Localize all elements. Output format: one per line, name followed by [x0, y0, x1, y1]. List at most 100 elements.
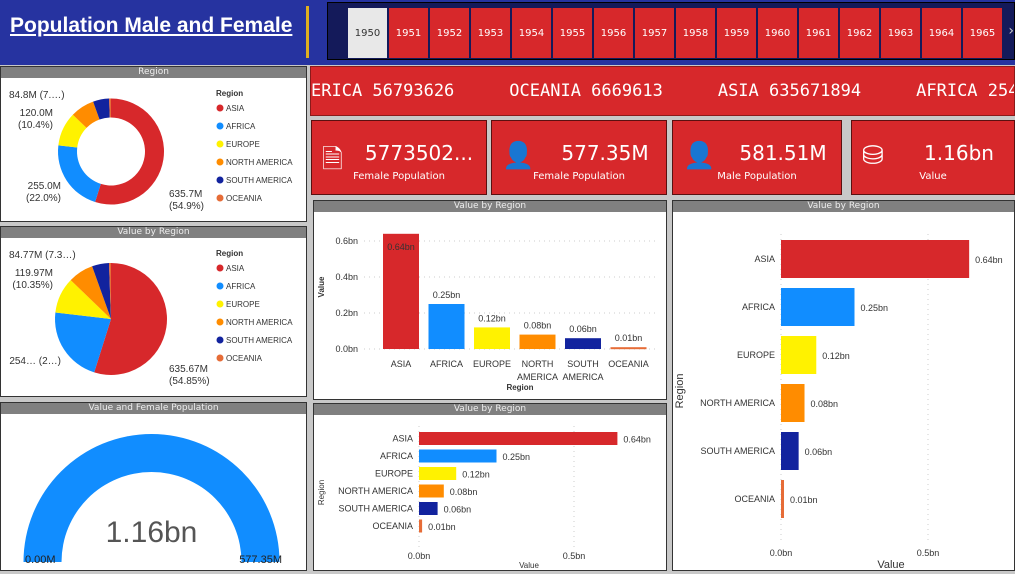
year-1956[interactable]: 1956	[594, 8, 634, 58]
bar[interactable]	[428, 304, 465, 349]
bar[interactable]	[383, 233, 419, 349]
legend-marker	[216, 318, 224, 326]
kpi-label: Male Population	[717, 171, 797, 182]
person-icon: 👤	[502, 141, 535, 171]
year-1964[interactable]: 1964	[922, 8, 962, 58]
y-tick: ASIA	[392, 434, 413, 444]
chart-svg: 0.0bn 0.5bn ASIA 0.64bn AFRICA 0.25bn EUROPE 0.…	[674, 234, 1003, 571]
data-label: 0.06bn	[444, 505, 472, 515]
year-1958[interactable]: 1958	[676, 8, 716, 58]
data-label: 84.8M (7.…)	[9, 90, 65, 101]
year-1954[interactable]: 1954	[512, 8, 552, 58]
person-icon: 👤	[683, 141, 716, 171]
coins-icon: ⛁	[862, 141, 884, 171]
chart-panel: Region 635.7M (54.9%) 255.0M (22.0%) 120.0M (1…	[0, 66, 307, 222]
bar[interactable]	[474, 327, 510, 349]
x-tick: AFRICA	[430, 359, 463, 369]
year-1957[interactable]: 1957	[635, 8, 675, 58]
data-label: 0.01bn	[428, 522, 456, 532]
legend-item: EUROPE	[226, 300, 260, 309]
year-1950[interactable]: 1950	[348, 8, 388, 58]
bar[interactable]	[419, 519, 423, 533]
slice-asia[interactable]	[95, 98, 165, 205]
x-tick: SOUTH	[567, 359, 599, 369]
slice-north-america[interactable]	[70, 266, 111, 319]
bar[interactable]	[781, 336, 817, 374]
year-1965[interactable]: 1965	[963, 8, 1003, 58]
year-1961[interactable]: 1961	[799, 8, 839, 58]
chart-panel: Value by Region 635.67M (54.85%) 254… (2…) 1…	[0, 226, 307, 397]
chevron-right-icon[interactable]: ›	[1008, 23, 1014, 39]
y-tick: EUROPE	[375, 469, 413, 479]
x-tick: 0.0bn	[408, 551, 431, 561]
data-label: 0.01bn	[790, 495, 818, 505]
bar[interactable]	[419, 449, 497, 463]
bar[interactable]	[419, 467, 457, 480]
data-label: 0.12bn	[822, 351, 850, 361]
data-label: (22.0%)	[26, 193, 61, 204]
data-label: 84.77M (7.3…)	[9, 250, 76, 261]
slice-africa[interactable]	[58, 145, 101, 203]
bar[interactable]	[781, 384, 805, 422]
slice-oceania[interactable]	[109, 98, 111, 118]
year-1953[interactable]: 1953	[471, 8, 511, 58]
slice-north-america[interactable]	[72, 101, 100, 128]
legend-marker	[216, 176, 224, 184]
data-label: 0.12bn	[478, 313, 506, 323]
legend-item: EUROPE	[226, 140, 260, 149]
bar[interactable]	[519, 334, 556, 349]
legend-marker	[216, 104, 224, 112]
kpi-label: Female Population	[533, 171, 625, 182]
legend-item: NORTH AMERICA	[226, 318, 293, 327]
x-tick: OCEANIA	[608, 359, 649, 369]
data-label: 0.12bn	[462, 470, 490, 480]
year-1959[interactable]: 1959	[717, 8, 757, 58]
legend-marker	[216, 122, 224, 130]
x-tick: 0.0bn	[770, 548, 793, 558]
data-label: 0.06bn	[805, 447, 833, 457]
y-tick: AFRICA	[742, 302, 775, 312]
bar[interactable]	[781, 240, 970, 278]
y-tick: NORTH AMERICA	[700, 398, 775, 408]
year-1962[interactable]: 1962	[840, 8, 880, 58]
kpi-card: 👤 577.35M Female Population	[491, 120, 667, 195]
legend-marker	[216, 264, 224, 272]
bar[interactable]	[419, 502, 438, 515]
chart-title: Value by Region	[314, 404, 666, 415]
y-tick: 0.0bn	[335, 344, 358, 354]
legend-item: NORTH AMERICA	[226, 158, 293, 167]
y-tick: AFRICA	[380, 451, 413, 461]
year-1955[interactable]: 1955	[553, 8, 593, 58]
chart-panel: Value by Region 0.0bn 0.5bn ASIA 0.64bn AFRIC…	[313, 403, 667, 571]
slice-europe[interactable]	[55, 280, 111, 319]
bar[interactable]	[781, 432, 799, 470]
divider	[306, 6, 309, 58]
slice-south-america[interactable]	[92, 263, 111, 319]
x-axis-title: Value	[519, 561, 539, 570]
bar[interactable]	[781, 480, 784, 518]
data-label: 0.64bn	[387, 242, 415, 252]
year-1951[interactable]: 1951	[389, 8, 429, 58]
year-1952[interactable]: 1952	[430, 8, 470, 58]
slice-asia[interactable]	[94, 263, 167, 375]
chart-title: Value and Female Population	[1, 403, 306, 414]
slice-south-america[interactable]	[93, 98, 110, 120]
y-tick: OCEANIA	[734, 494, 775, 504]
slice-africa[interactable]	[54, 312, 111, 373]
bar[interactable]	[419, 432, 618, 445]
bar[interactable]	[565, 338, 601, 349]
slice-oceania[interactable]	[108, 263, 111, 319]
bar[interactable]	[419, 484, 444, 498]
chart-panel: Value by Region 0.0bn 0.5bn ASIA 0.64bn AFRIC…	[672, 200, 1015, 571]
year-1960[interactable]: 1960	[758, 8, 798, 58]
legend-item: OCEANIA	[226, 194, 263, 203]
bar[interactable]	[610, 347, 647, 350]
page-title[interactable]: Population Male and Female	[10, 14, 293, 37]
bar[interactable]	[781, 288, 855, 326]
year-1963[interactable]: 1963	[881, 8, 921, 58]
chart-svg: 0.0bn 0.5bn ASIA 0.64bn AFRICA 0.25bn EUROPE 0.…	[317, 426, 651, 570]
data-label: (54.85%)	[169, 376, 210, 387]
slice-europe[interactable]	[58, 114, 87, 148]
y-tick: ASIA	[754, 254, 775, 264]
legend-marker	[216, 158, 224, 166]
